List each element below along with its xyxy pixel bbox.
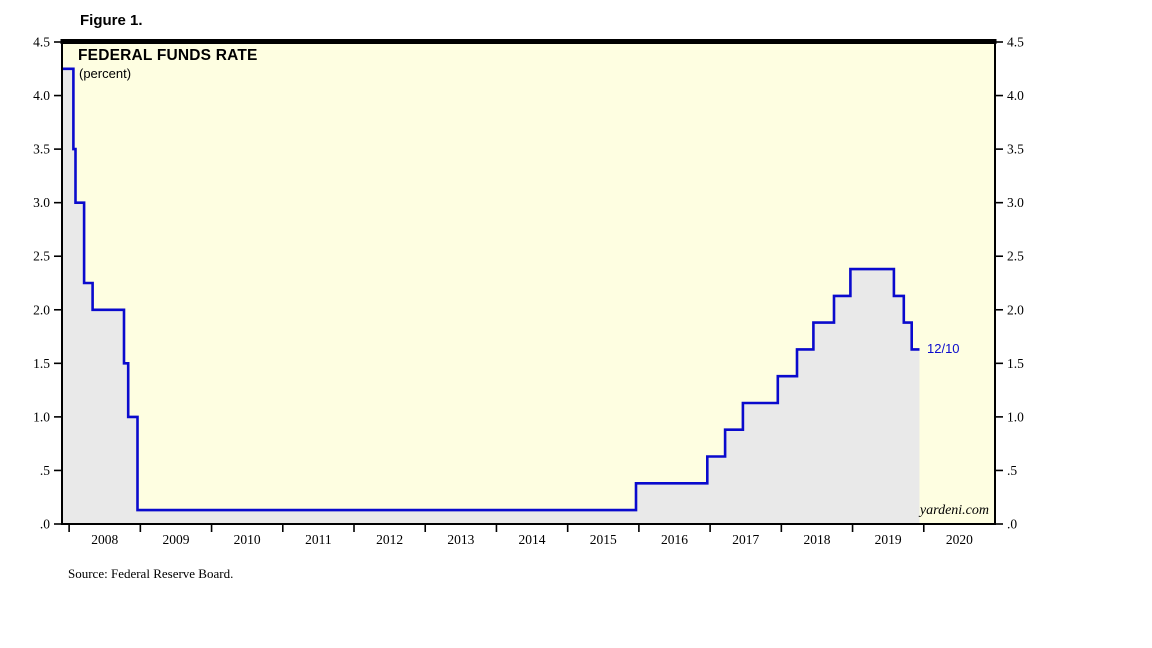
x-tick-label: 2015 [590, 532, 617, 547]
figure-label: Figure 1. [80, 12, 143, 29]
y-tick-label-left: .0 [40, 517, 50, 532]
y-tick-label-right: 1.5 [1007, 356, 1024, 371]
y-tick-label-right: 1.0 [1007, 409, 1024, 424]
x-tick-label: 2008 [91, 532, 118, 547]
y-tick-label-right: .5 [1007, 463, 1017, 478]
x-tick-label: 2018 [803, 532, 830, 547]
last-value-annotation: 12/10 [927, 341, 960, 356]
x-tick-label: 2013 [447, 532, 474, 547]
x-tick-label: 2010 [234, 532, 261, 547]
y-tick-label-right: 2.5 [1007, 249, 1024, 264]
y-tick-label-left: 4.0 [33, 88, 50, 103]
y-tick-label-left: 3.0 [33, 195, 50, 210]
x-tick-label: 2011 [305, 532, 332, 547]
y-tick-label-right: 2.0 [1007, 302, 1024, 317]
x-tick-label: 2014 [519, 532, 546, 547]
y-tick-label-left: 3.5 [33, 142, 50, 157]
y-tick-label-left: .5 [40, 463, 50, 478]
y-tick-label-right: 4.0 [1007, 88, 1024, 103]
y-tick-label-left: 4.5 [33, 35, 50, 50]
chart-title: FEDERAL FUNDS RATE [78, 47, 258, 64]
watermark: yardeni.com [919, 503, 989, 518]
y-tick-label-right: 4.5 [1007, 35, 1024, 50]
y-tick-label-right: .0 [1007, 517, 1017, 532]
x-tick-label: 2019 [875, 532, 902, 547]
y-tick-label-left: 2.5 [33, 249, 50, 264]
x-tick-label: 2012 [376, 532, 403, 547]
x-tick-label: 2016 [661, 532, 688, 547]
y-tick-label-left: 2.0 [33, 302, 50, 317]
y-tick-label-left: 1.0 [33, 409, 50, 424]
source-note: Source: Federal Reserve Board. [68, 566, 234, 581]
x-tick-label: 2020 [946, 532, 973, 547]
x-tick-label: 2017 [732, 532, 759, 547]
y-tick-label-right: 3.0 [1007, 195, 1024, 210]
y-tick-label-left: 1.5 [33, 356, 50, 371]
y-tick-label-right: 3.5 [1007, 142, 1024, 157]
x-tick-label: 2009 [162, 532, 189, 547]
chart-subtitle: (percent) [79, 66, 132, 81]
